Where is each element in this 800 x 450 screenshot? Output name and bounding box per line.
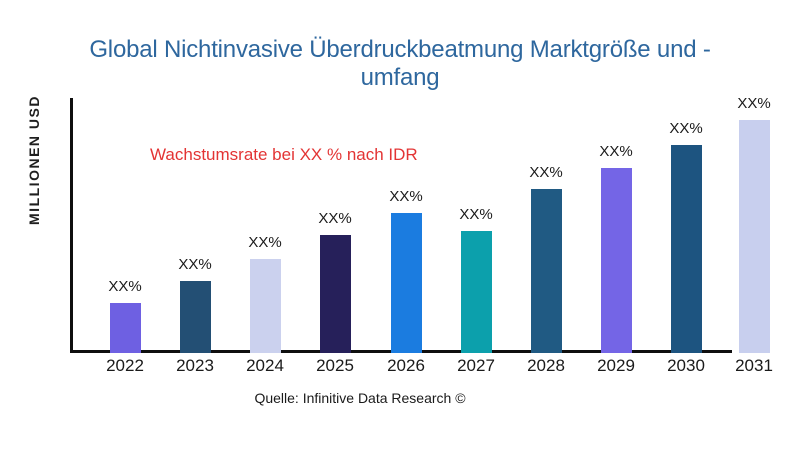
x-tick-label-2024: 2024: [246, 356, 284, 375]
bar-value-label-2029: XX%: [599, 142, 633, 160]
x-tick-label-2026: 2026: [387, 356, 425, 375]
bar-2022: [109, 302, 141, 353]
bar-2029: [600, 167, 632, 353]
x-tick-label-2023: 2023: [176, 356, 214, 375]
x-tick-label-2030: 2030: [667, 356, 705, 375]
bar-value-label-2025: XX%: [318, 209, 352, 227]
bar-value-label-2028: XX%: [529, 163, 563, 181]
bar-2025: [319, 234, 351, 353]
bar-2031: [738, 119, 770, 353]
chart-title: Global Nichtinvasive Überdruckbeatmung M…: [89, 36, 711, 91]
x-tick-label-2031: 2031: [735, 356, 773, 375]
growth-rate-annotation: Wachstumsrate bei XX % nach IDR: [150, 145, 418, 164]
bar-2030: [670, 144, 702, 353]
x-tick-label-2029: 2029: [597, 356, 635, 375]
bar-value-label-2022: XX%: [108, 277, 142, 295]
bar-2024: [249, 258, 281, 353]
x-tick-label-2027: 2027: [457, 356, 495, 375]
bar-2023: [179, 280, 211, 353]
bar-value-label-2030: XX%: [669, 119, 703, 137]
bar-value-label-2031: XX%: [737, 94, 771, 112]
bar-2026: [390, 212, 422, 353]
x-tick-label-2022: 2022: [106, 356, 144, 375]
bar-2028: [530, 188, 562, 353]
bar-value-label-2023: XX%: [178, 255, 212, 273]
bar-value-label-2024: XX%: [248, 233, 282, 251]
source-caption: Quelle: Infinitive Data Research ©: [254, 390, 466, 406]
bar-value-label-2026: XX%: [389, 187, 423, 205]
y-axis-line: [70, 98, 73, 353]
x-tick-label-2025: 2025: [316, 356, 354, 375]
bar-value-label-2027: XX%: [459, 205, 493, 223]
y-axis-label: MILLIONEN USD: [26, 95, 42, 225]
bar-2027: [460, 230, 492, 353]
x-tick-label-2028: 2028: [527, 356, 565, 375]
